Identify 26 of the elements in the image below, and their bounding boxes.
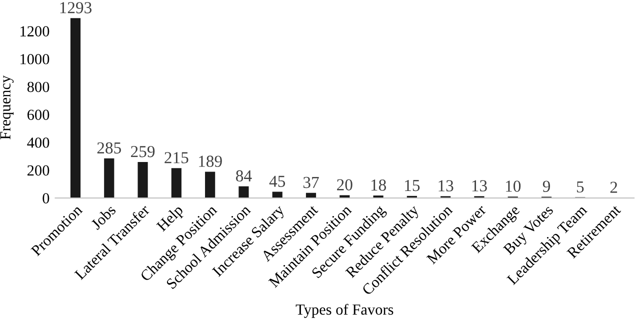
x-axis-title: Types of Favors [296,304,394,318]
y-tick-label: 0 [42,193,50,204]
data-label: 13 [472,180,487,192]
y-tick-label: 800 [27,82,50,92]
data-label: 259 [131,146,155,158]
data-label: 15 [405,180,420,192]
y-tick-label: 600 [27,110,50,120]
data-label: 189 [199,156,222,167]
data-label: 18 [371,179,386,191]
data-label: 45 [269,176,286,187]
data-label: 20 [337,179,352,190]
data-label: 9 [542,180,550,192]
data-label: 13 [438,180,454,192]
y-tick-label: 1000 [20,54,50,64]
y-tick-label: 400 [27,137,50,148]
data-label: 10 [506,180,521,192]
y-tick-label: 200 [27,165,50,176]
data-label: 2 [610,182,618,193]
data-label: 285 [97,142,121,154]
data-label: 215 [164,152,188,164]
data-label: 5 [576,181,584,193]
data-label: 37 [303,176,319,188]
data-label: 84 [236,170,252,182]
data-label: 1293 [60,2,92,14]
y-axis-title: Frequency [0,75,14,140]
y-tick-label: 1200 [20,26,50,36]
